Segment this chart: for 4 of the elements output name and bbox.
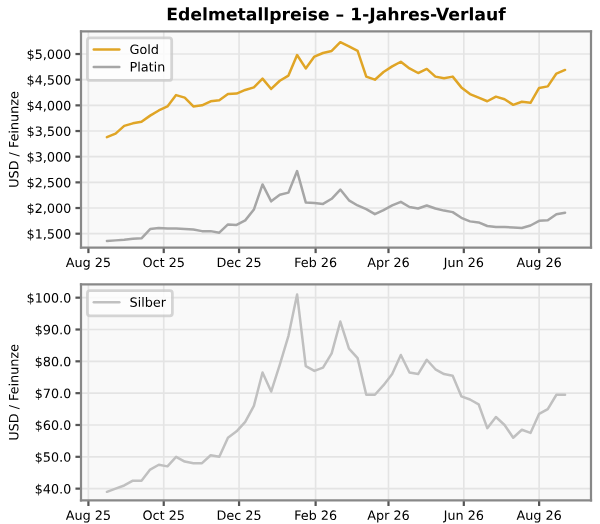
line-series <box>105 40 567 139</box>
chart-title: Edelmetallpreise – 1-Jahres-Verlauf <box>167 7 506 24</box>
line-series <box>105 169 567 243</box>
line-series <box>105 293 567 494</box>
